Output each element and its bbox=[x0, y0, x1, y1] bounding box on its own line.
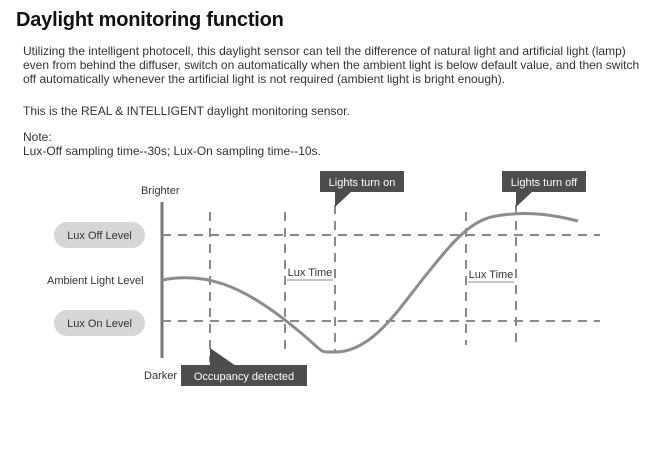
lux-off-pill bbox=[54, 222, 145, 248]
lights-on-callout-pointer bbox=[335, 191, 352, 207]
axis-bottom-label: Darker bbox=[144, 370, 177, 382]
lights-on-callout bbox=[320, 171, 404, 192]
ambient-light-curve bbox=[161, 211, 579, 354]
occupancy-callout-pointer bbox=[210, 348, 236, 366]
lights-on-callout-label: Lights turn on bbox=[329, 177, 396, 189]
lux-time-2-label: Lux Time bbox=[469, 269, 514, 281]
description-paragraph: Utilizing the intelligent photocell, thi… bbox=[23, 44, 640, 86]
ambient-level-label: Ambient Light Level bbox=[47, 275, 144, 287]
note-label: Note: bbox=[23, 130, 52, 144]
occupancy-callout bbox=[181, 365, 307, 386]
page-title: Daylight monitoring function bbox=[16, 9, 284, 31]
lux-time-1-label: Lux Time bbox=[288, 267, 333, 279]
occupancy-callout-label: Occupancy detected bbox=[194, 371, 294, 383]
lux-on-label: Lux On Level bbox=[67, 318, 132, 330]
statement-text: This is the REAL & INTELLIGENT daylight … bbox=[23, 104, 350, 118]
lights-off-callout-label: Lights turn off bbox=[511, 177, 578, 189]
lights-off-callout-pointer bbox=[516, 191, 533, 207]
lights-off-callout bbox=[502, 171, 586, 192]
lux-off-label: Lux Off Level bbox=[67, 230, 132, 242]
lux-on-pill bbox=[54, 310, 145, 336]
note-text: Lux-Off sampling time--30s; Lux-On sampl… bbox=[23, 144, 321, 158]
axis-top-label: Brighter bbox=[141, 185, 180, 197]
